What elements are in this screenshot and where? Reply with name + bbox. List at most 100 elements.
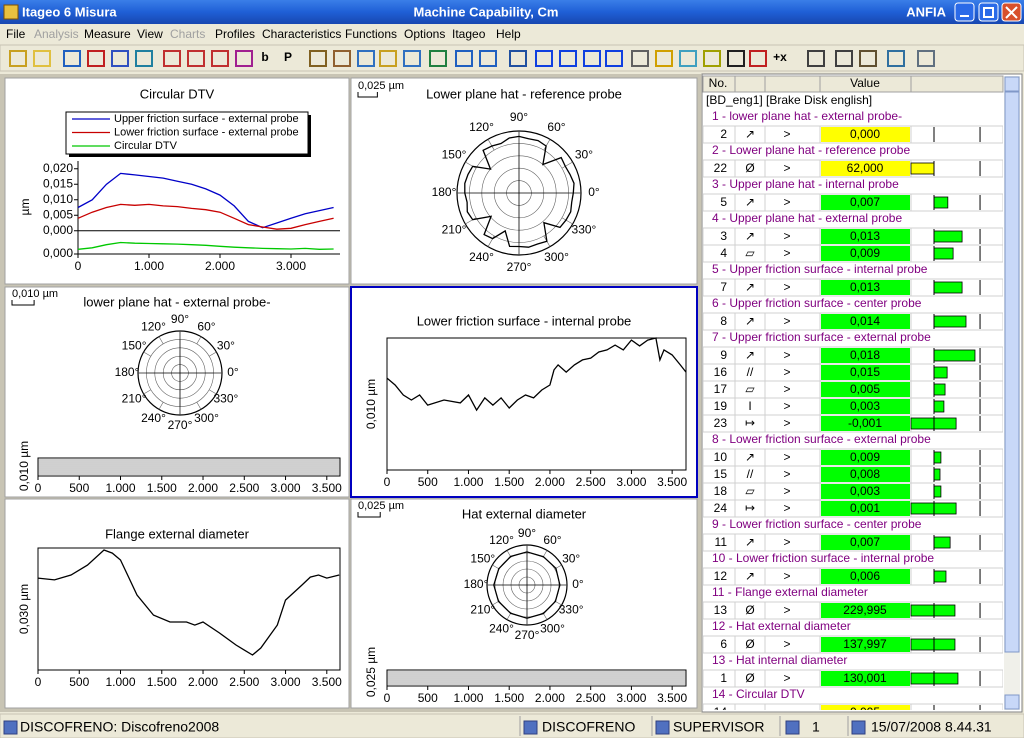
operator: > (783, 603, 790, 617)
brand: ANFIA (906, 4, 946, 19)
toolbar (0, 44, 1024, 72)
angle-label: 240° (469, 250, 494, 264)
status-text: DISCOFRENO: Discofreno2008 (20, 719, 219, 735)
operator: > (783, 280, 790, 294)
operator: > (783, 467, 790, 481)
toolbar-button[interactable] (187, 50, 205, 67)
value-cell (821, 535, 910, 550)
menu-item[interactable]: Measure (84, 27, 131, 41)
value-cell (821, 569, 910, 584)
toolbar-button[interactable] (583, 50, 601, 67)
menu-item[interactable]: Functions (345, 27, 397, 41)
x-tick-label: 3.500 (312, 481, 342, 495)
toolbar-button[interactable] (559, 50, 577, 67)
toolbar-button[interactable] (87, 50, 105, 67)
toolbar-button[interactable] (479, 50, 497, 67)
menu-item[interactable]: View (137, 27, 163, 41)
characteristic-symbol: ▱ (745, 246, 755, 260)
toolbar-button[interactable] (835, 50, 853, 67)
row-number: 23 (714, 416, 728, 430)
menu-item[interactable]: Itageo (452, 27, 486, 41)
toolbar-button[interactable] (63, 50, 81, 67)
x-tick-label: 2.000 (535, 475, 565, 489)
scroll-thumb[interactable] (1004, 91, 1020, 653)
value-cell (821, 365, 910, 380)
chart-panel[interactable] (350, 286, 698, 498)
toolbar-button[interactable] (333, 50, 351, 67)
toolbar-button[interactable] (749, 50, 767, 67)
toolbar-button[interactable] (357, 50, 375, 67)
row-number: 22 (714, 161, 728, 175)
row-dividers (734, 160, 912, 177)
data-line (386, 337, 687, 412)
menu-item[interactable]: Options (404, 27, 445, 41)
toolbar-button[interactable] (917, 50, 935, 67)
toolbar-button[interactable] (655, 50, 673, 67)
toolbar-button[interactable] (135, 50, 153, 67)
toolbar-button[interactable] (211, 50, 229, 67)
scroll-up[interactable] (1004, 76, 1020, 92)
x-tick-label: 1.000 (105, 675, 135, 689)
toolbar-button[interactable] (111, 50, 129, 67)
minimize-button[interactable] (954, 2, 975, 22)
menu-item[interactable]: Characteristics (262, 27, 341, 41)
scale-label: 0,025 µm (358, 500, 404, 512)
toolbar-button-label[interactable]: b (261, 50, 268, 64)
angle-tick (492, 564, 500, 570)
toolbar-button[interactable] (9, 50, 27, 67)
chart-panel[interactable] (350, 77, 698, 285)
toolbar-button[interactable] (605, 50, 623, 67)
y-tick-label: 0,010 (43, 192, 73, 206)
operator: > (783, 671, 790, 685)
toolbar-button[interactable] (379, 50, 397, 67)
row-number: 14 (714, 705, 728, 719)
toolbar-button[interactable] (807, 50, 825, 67)
value: 0,006 (850, 569, 880, 583)
toolbar-button[interactable] (163, 50, 181, 67)
x-tick-label: 2.500 (229, 481, 259, 495)
toolbar-button[interactable] (679, 50, 697, 67)
menu-item[interactable]: Analysis (34, 27, 79, 41)
menu-item[interactable]: Charts (170, 27, 205, 41)
row-number: 17 (714, 382, 728, 396)
y-axis-label: 0,030 µm (17, 584, 31, 634)
value: 0,013 (850, 229, 880, 243)
capability-bar (933, 400, 945, 413)
row-dividers (734, 602, 912, 619)
toolbar-button[interactable] (631, 50, 649, 67)
angle-label: 30° (562, 552, 580, 566)
toolbar-button[interactable] (727, 50, 745, 67)
toolbar-button[interactable] (403, 50, 421, 67)
toolbar-button[interactable] (703, 50, 721, 67)
toolbar-button[interactable] (33, 50, 51, 67)
toolbar-button-label[interactable]: P (284, 50, 292, 64)
toolbar-button[interactable] (859, 50, 877, 67)
x-tick-label: 1.000 (453, 691, 483, 705)
title-bar (0, 0, 1024, 24)
toolbar-button-label[interactable]: +x (773, 50, 787, 64)
characteristic-symbol: ↦ (745, 501, 755, 515)
menu-bar (0, 24, 1024, 44)
toolbar-button[interactable] (455, 50, 473, 67)
scale-bar (357, 92, 378, 98)
row-dividers (734, 279, 912, 296)
maximize-button[interactable] (978, 2, 999, 22)
value: 130,001 (843, 671, 887, 685)
toolbar-button[interactable] (535, 50, 553, 67)
scroll-down[interactable] (1004, 694, 1020, 710)
toolbar-button[interactable] (235, 50, 253, 67)
menu-item[interactable]: Profiles (215, 27, 255, 41)
operator: > (783, 348, 790, 362)
menu-item[interactable]: File (6, 27, 26, 41)
group-header: 11 - Flange external diameter (712, 585, 868, 599)
chart-panel[interactable] (4, 498, 350, 709)
toolbar-button[interactable] (887, 50, 905, 67)
value: 0,003 (850, 484, 880, 498)
toolbar-button[interactable] (429, 50, 447, 67)
angle-label: 270° (507, 260, 532, 274)
legend-label: Lower friction surface - external probe (114, 126, 299, 138)
menu-item[interactable]: Help (496, 27, 521, 41)
value: -0,001 (848, 416, 882, 430)
toolbar-button[interactable] (509, 50, 527, 67)
toolbar-button[interactable] (309, 50, 327, 67)
